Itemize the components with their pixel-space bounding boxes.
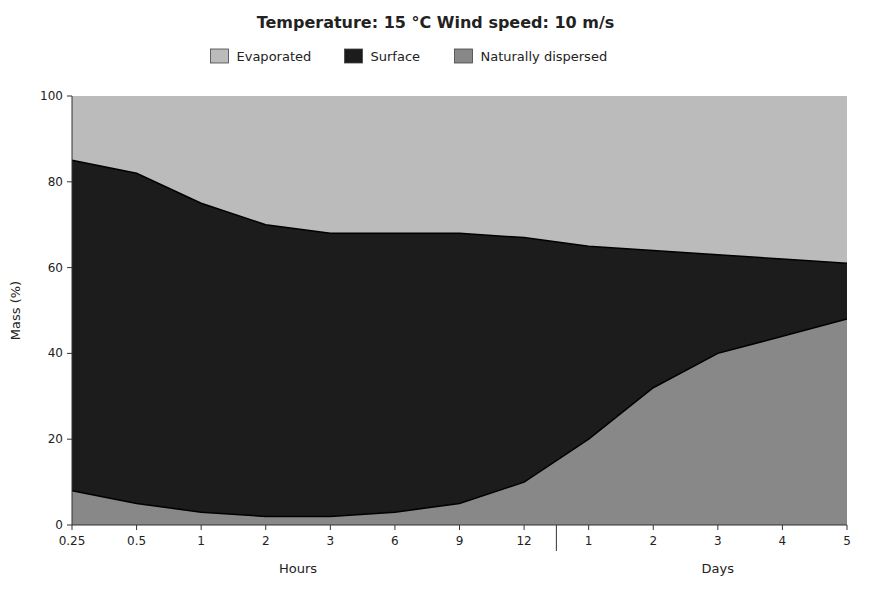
x-group-label: Hours: [279, 561, 317, 576]
x-tick-label: 0.5: [127, 534, 146, 548]
y-tick: [67, 96, 72, 97]
x-tick-label: 1: [585, 534, 593, 548]
x-tick: [653, 525, 654, 530]
x-tick: [847, 525, 848, 530]
x-group-label: Days: [702, 561, 735, 576]
area-band: [72, 96, 847, 263]
y-tick-label: 40: [48, 346, 63, 360]
y-tick: [67, 525, 72, 526]
legend: Evaporated Surface Naturally dispersed: [211, 49, 608, 64]
x-tick-label: 12: [516, 534, 531, 548]
x-tick: [136, 525, 137, 530]
x-tick: [330, 525, 331, 530]
x-tick-label: 3: [714, 534, 722, 548]
legend-label: Naturally dispersed: [481, 49, 608, 64]
y-tick-label: 0: [55, 518, 63, 532]
y-tick: [67, 267, 72, 268]
x-tick-label: 5: [843, 534, 851, 548]
boundary-line: [72, 160, 847, 263]
x-tick-label: 2: [262, 534, 270, 548]
x-tick-label: 3: [327, 534, 335, 548]
legend-label: Surface: [371, 49, 421, 64]
boundary-line: [72, 319, 847, 516]
y-tick: [67, 181, 72, 182]
y-axis-label: Mass (%): [8, 281, 23, 340]
x-tick: [201, 525, 202, 530]
x-tick-label: 6: [391, 534, 399, 548]
plot-area: [72, 96, 847, 525]
x-tick: [72, 525, 73, 530]
legend-swatch: [211, 49, 229, 63]
x-tick: [394, 525, 395, 530]
title: Temperature: 15 °C Wind speed: 10 m/s: [257, 13, 615, 32]
y-tick-label: 80: [48, 175, 63, 189]
x-tick: [265, 525, 266, 530]
x-tick: [717, 525, 718, 530]
x-tick: [588, 525, 589, 530]
x-tick: [782, 525, 783, 530]
axes: 0204060801000.250.5123691212345HoursDays…: [8, 89, 851, 576]
x-tick-label: 9: [456, 534, 464, 548]
y-tick-label: 20: [48, 432, 63, 446]
y-tick: [67, 439, 72, 440]
x-tick: [459, 525, 460, 530]
legend-label: Evaporated: [237, 49, 312, 64]
y-tick-label: 60: [48, 261, 63, 275]
chart: Temperature: 15 °C Wind speed: 10 m/s Eva…: [0, 0, 871, 603]
y-tick-label: 100: [40, 89, 63, 103]
x-tick-label: 2: [649, 534, 657, 548]
x-tick-label: 4: [779, 534, 787, 548]
x-tick: [524, 525, 525, 530]
legend-swatch: [345, 49, 363, 63]
y-axis-line: [72, 96, 73, 525]
x-tick-label: 0.25: [59, 534, 86, 548]
y-tick: [67, 353, 72, 354]
x-tick-label: 1: [197, 534, 205, 548]
legend-swatch: [455, 49, 473, 63]
x-group-separator: [556, 525, 557, 551]
